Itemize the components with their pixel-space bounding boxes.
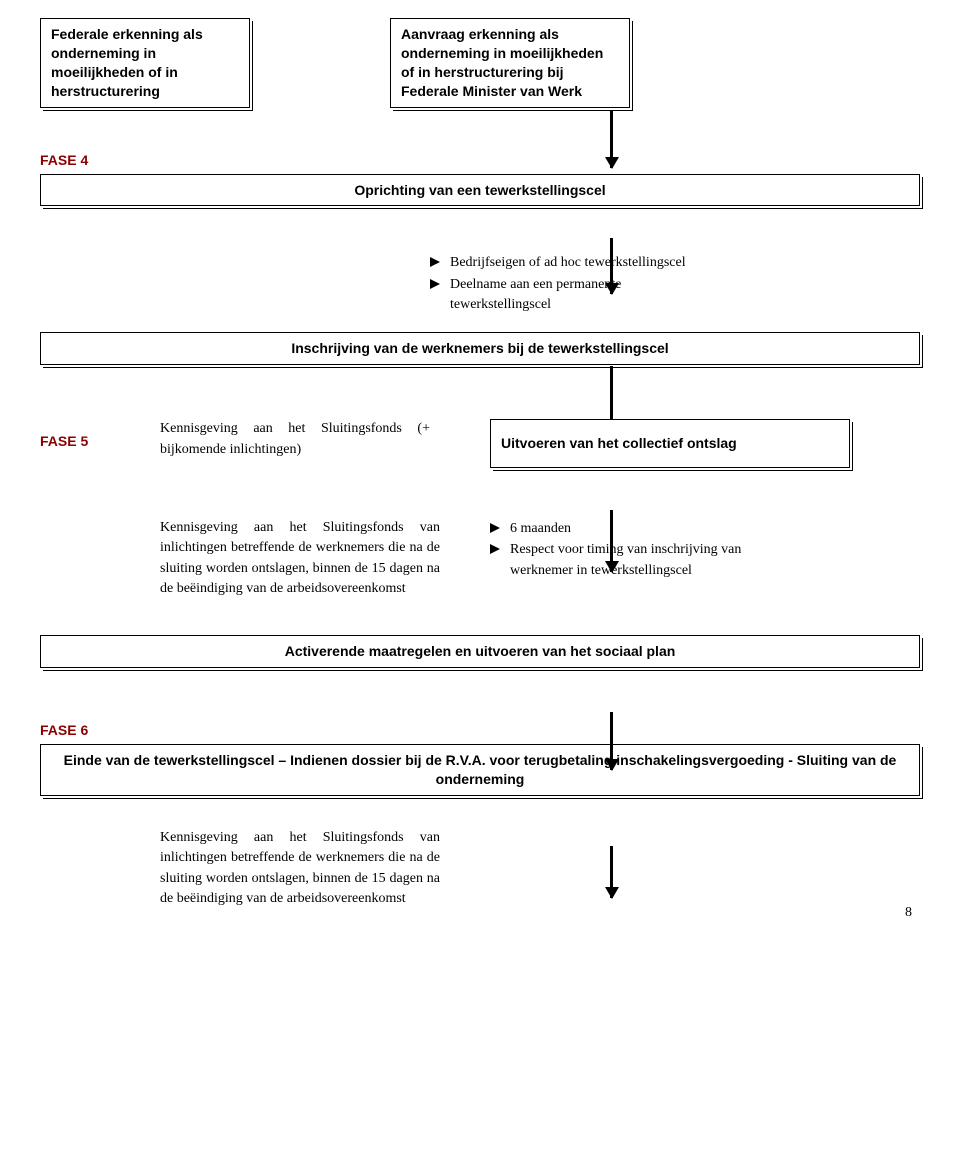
- bullet-item: 6 maanden: [490, 519, 750, 539]
- bullet-item: Bedrijfseigen of ad hoc tewerkstellingsc…: [430, 253, 710, 273]
- bullet-item: Respect voor timing van inschrijving van…: [490, 540, 750, 581]
- box-activerende: Activerende maatregelen en uitvoeren van…: [40, 635, 920, 668]
- box-inschrijving: Inschrijving van de werknemers bij de te…: [40, 332, 920, 365]
- fase5-left1: Kennisgeving aan het Sluitingsfonds (+ b…: [160, 419, 430, 460]
- box-uitvoeren-ontslag: Uitvoeren van het collectief ontslag: [490, 419, 850, 468]
- fase6-block: Kennisgeving aan het Sluitingsfonds van …: [160, 828, 440, 909]
- fase6-label: FASE 6: [40, 722, 920, 738]
- fase5-right2: 6 maanden Respect voor timing van inschr…: [490, 518, 750, 582]
- fase5-label: FASE 5: [40, 419, 160, 449]
- page-number: 8: [905, 905, 912, 921]
- box-oprichting: Oprichting van een tewerkstellingscel: [40, 174, 920, 207]
- fase5-left2: Kennisgeving aan het Sluitingsfonds van …: [160, 518, 440, 599]
- box-einde: Einde van de tewerkstellingscel – Indien…: [40, 744, 920, 796]
- box-federale-erkenning: Federale erkenning als onderneming in mo…: [40, 18, 250, 108]
- bullet-item: Deelname aan een permanente tewerkstelli…: [430, 275, 710, 316]
- box-aanvraag-erkenning: Aanvraag erkenning als onderneming in mo…: [390, 18, 630, 108]
- fase4-bullets: Bedrijfseigen of ad hoc tewerkstellingsc…: [430, 253, 710, 315]
- arrow-5: [610, 712, 613, 770]
- fase4-label: FASE 4: [40, 152, 920, 168]
- arrow-top: [610, 110, 613, 168]
